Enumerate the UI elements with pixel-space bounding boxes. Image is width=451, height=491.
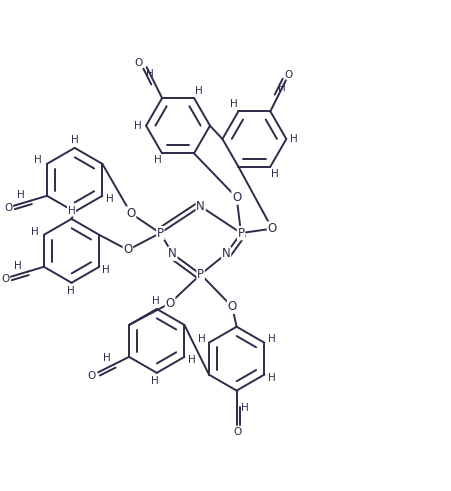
Text: N: N [222, 247, 230, 260]
Text: P: P [238, 226, 244, 240]
Text: H: H [198, 334, 206, 344]
Text: O: O [285, 70, 293, 80]
Text: O: O [87, 371, 96, 381]
Text: P: P [157, 226, 164, 240]
Text: H: H [154, 156, 161, 165]
Text: H: H [241, 403, 249, 413]
Text: O: O [5, 203, 13, 213]
Text: O: O [166, 297, 175, 310]
Text: H: H [194, 86, 202, 96]
Text: N: N [168, 247, 177, 260]
Text: O: O [232, 191, 241, 204]
Text: H: H [134, 121, 142, 131]
Text: O: O [123, 244, 133, 256]
Text: O: O [126, 207, 136, 220]
Text: H: H [267, 334, 275, 344]
Text: H: H [267, 373, 275, 383]
Text: H: H [106, 194, 113, 204]
Text: H: H [271, 169, 279, 179]
Text: H: H [188, 355, 195, 365]
Text: H: H [31, 227, 39, 237]
Text: H: H [71, 135, 78, 145]
Text: H: H [230, 99, 238, 109]
Text: H: H [67, 286, 74, 296]
Text: O: O [1, 274, 9, 284]
Text: P: P [197, 268, 204, 281]
Text: H: H [290, 134, 298, 144]
Text: H: H [151, 376, 158, 386]
Text: O: O [233, 427, 242, 437]
Text: O: O [228, 300, 237, 313]
Text: H: H [34, 155, 42, 165]
Text: H: H [102, 265, 110, 275]
Text: H: H [103, 353, 111, 363]
Text: H: H [146, 69, 154, 79]
Text: O: O [267, 222, 277, 235]
Text: O: O [134, 57, 143, 68]
Text: H: H [152, 296, 160, 306]
Text: N: N [196, 200, 205, 213]
Text: H: H [68, 206, 75, 216]
Text: H: H [17, 191, 25, 200]
Text: H: H [278, 83, 286, 93]
Text: H: H [14, 261, 22, 272]
